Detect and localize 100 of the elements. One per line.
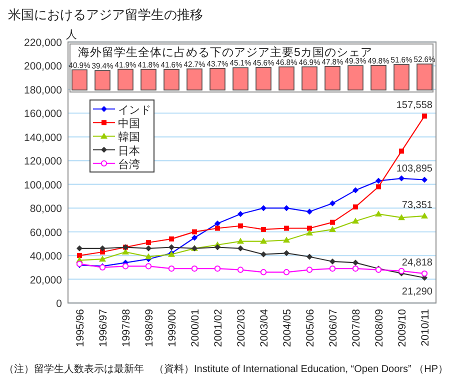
x-tick-label: 1996/97 [98, 308, 110, 347]
point [260, 269, 267, 276]
data-label: 51.6% [390, 55, 414, 64]
bar [370, 64, 386, 90]
data-label: 41.6% [160, 60, 184, 70]
point [192, 229, 197, 234]
bar [118, 68, 134, 90]
data-label: 46.9% [298, 58, 322, 67]
point [352, 187, 358, 194]
bar [278, 66, 294, 90]
data-label: 52.6% [414, 55, 436, 64]
point [260, 238, 267, 244]
text: （注）留学生人数表示は最新年 （資料）Institute of International Education, “Open Doors” （HP） [4, 363, 448, 375]
point [237, 266, 244, 273]
point [422, 114, 427, 119]
x-tick-label: 2009/10 [396, 308, 408, 347]
y-tick-label: 80,000 [30, 203, 62, 216]
legend-label: 台湾 [118, 158, 140, 171]
point [398, 214, 405, 220]
data-label: 47.8% [322, 57, 344, 66]
bar [232, 67, 248, 90]
y-tick-label: 160,000 [24, 108, 62, 120]
data-label: 24,818 [402, 258, 433, 269]
x-tick-label: 2001/02 [212, 308, 224, 347]
point [330, 200, 336, 206]
point [214, 244, 220, 250]
point [375, 210, 382, 217]
x-tick-label: 2007/08 [350, 308, 362, 347]
point [169, 236, 174, 242]
chart-title: 米国におけるアジア留学生の推移 [8, 7, 203, 22]
point [76, 245, 82, 252]
data-label: 45.6% [252, 58, 276, 68]
point [145, 253, 152, 260]
point [238, 245, 244, 252]
data-label: 39.4% [92, 62, 114, 71]
point [168, 244, 174, 250]
point [146, 240, 151, 245]
y-tick-label: 0 [56, 298, 62, 310]
y-tick-label: 20,000 [30, 274, 62, 286]
point [398, 175, 404, 182]
bar [302, 66, 318, 90]
point [192, 234, 198, 241]
point [99, 256, 106, 262]
x-tick-label: 2006/07 [328, 308, 340, 347]
x-tick-label: 2008/09 [374, 308, 386, 347]
legend-label: 韓国 [118, 130, 140, 144]
point [376, 184, 381, 190]
y-tick-label: 100,000 [24, 179, 62, 192]
point [330, 258, 336, 264]
point [306, 230, 313, 236]
legend-label: 中国 [118, 117, 140, 130]
point [238, 211, 244, 218]
x-tick-label: 2003/04 [258, 308, 270, 347]
point [260, 205, 266, 212]
bar [210, 68, 226, 90]
data-label: 42.7% [184, 60, 206, 69]
x-tick-label: 2002/03 [236, 308, 248, 347]
point [215, 226, 220, 231]
point [145, 263, 152, 270]
point [284, 205, 290, 212]
point [238, 223, 243, 228]
bar [394, 64, 410, 90]
bar [140, 68, 156, 90]
x-tick-label: 1998/99 [144, 308, 156, 347]
point [352, 265, 359, 272]
point [422, 176, 428, 183]
point [352, 218, 359, 224]
y-tick-label: 200,000 [24, 60, 62, 73]
point [330, 220, 335, 225]
bar [324, 66, 340, 90]
data-label: 49.3% [344, 56, 368, 66]
point [122, 263, 129, 270]
x-tick-label: 1997/98 [120, 308, 132, 347]
data-label: 41.9% [114, 60, 138, 70]
point [146, 245, 152, 252]
point [284, 226, 289, 231]
y-tick-label: 220,000 [24, 37, 62, 49]
point [421, 270, 428, 277]
y-tick-label: 60,000 [30, 226, 62, 239]
x-tick-label: 2005/06 [304, 308, 316, 347]
bar [256, 67, 272, 90]
point [352, 260, 358, 266]
data-label: 157,558 [396, 100, 433, 112]
point [398, 268, 405, 274]
bar [164, 69, 180, 90]
x-tick-label: 2010/11 [420, 308, 432, 346]
bar [94, 70, 110, 90]
point [376, 178, 382, 184]
point [306, 208, 312, 215]
data-label: 40.9% [68, 60, 92, 70]
bar [186, 68, 202, 90]
point [191, 265, 198, 272]
data-label: 73,351 [402, 200, 433, 211]
point [237, 238, 244, 244]
point [100, 245, 106, 252]
data-label: 46.8% [276, 58, 298, 67]
data-label: 41.8% [138, 60, 160, 70]
data-label: 21,290 [402, 286, 433, 298]
y-axis-title: 人 [66, 29, 77, 41]
bar [416, 64, 432, 90]
